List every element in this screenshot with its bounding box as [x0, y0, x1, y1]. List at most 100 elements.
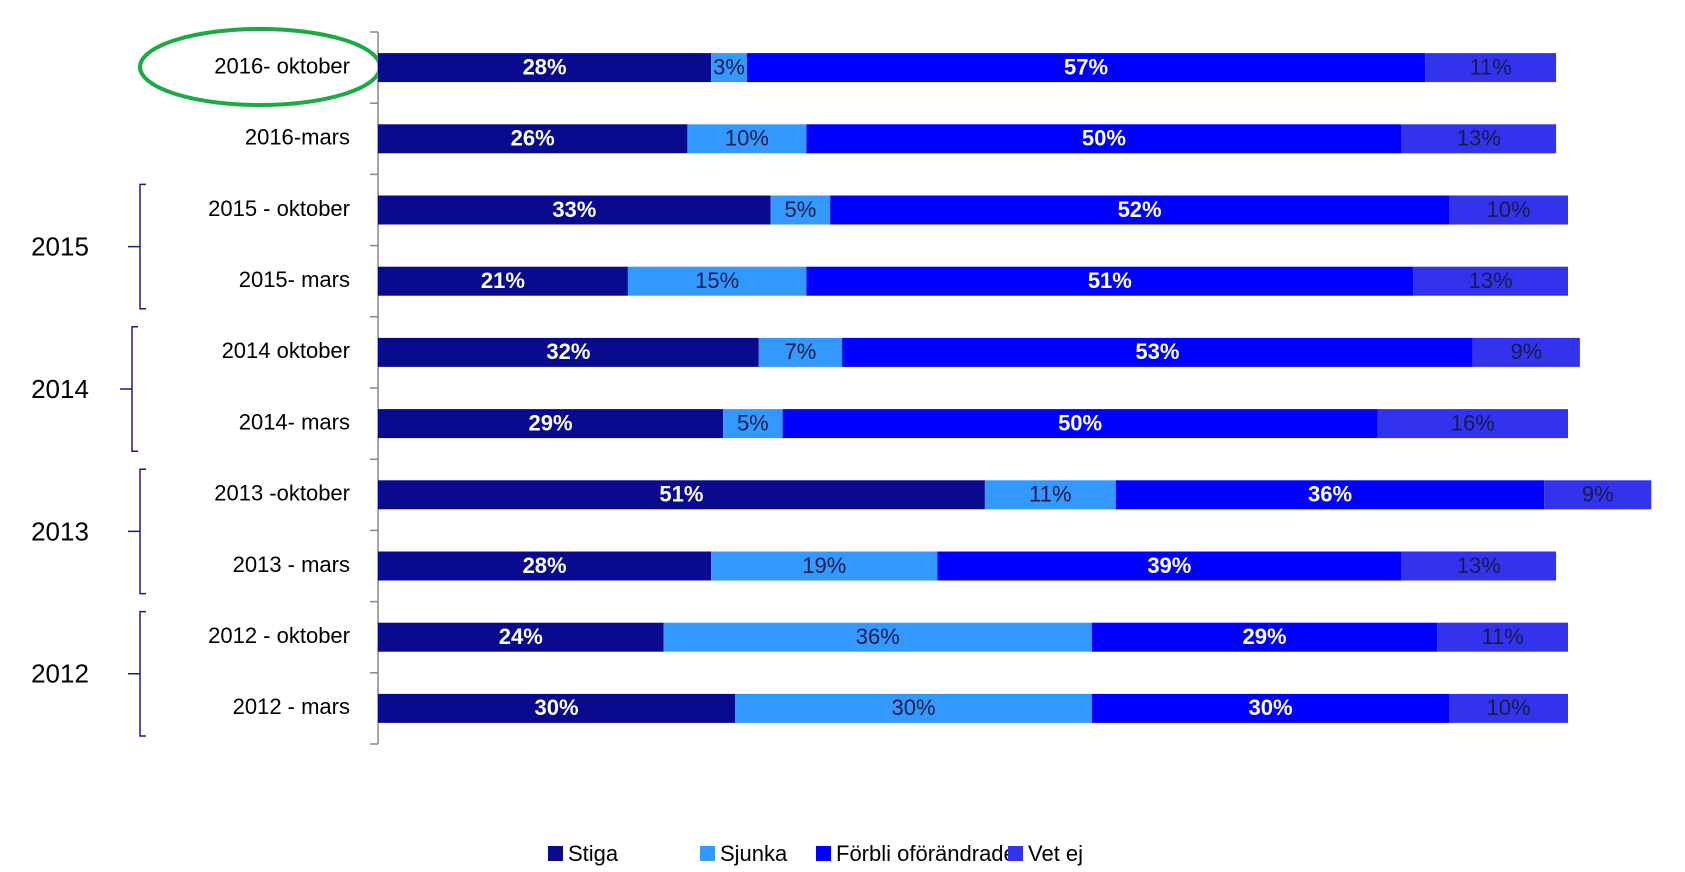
category-label: 2012 - mars — [233, 694, 350, 719]
bar-segment — [842, 337, 1473, 367]
category-label: 2012 - oktober — [208, 623, 350, 648]
category-label: 2015 - oktober — [208, 196, 350, 221]
value-label: 29% — [1243, 624, 1287, 649]
value-label: 13% — [1457, 553, 1501, 578]
value-label: 30% — [534, 695, 578, 720]
value-label: 10% — [1486, 197, 1530, 222]
value-label: 51% — [659, 482, 703, 507]
bar-segment — [378, 622, 664, 652]
group-bracket — [120, 326, 138, 452]
bar-segment — [687, 124, 807, 154]
bar-segment — [663, 622, 1092, 652]
legend-label: Vet ej — [1028, 841, 1083, 866]
value-label: 13% — [1457, 126, 1501, 151]
category-label: 2014 oktober — [222, 338, 350, 363]
bar-segment — [806, 124, 1402, 154]
legend-swatch — [816, 846, 831, 861]
value-label: 5% — [737, 410, 769, 435]
bar-segment — [1092, 622, 1438, 652]
category-label: 2013 -oktober — [214, 481, 350, 506]
bar-segment — [711, 551, 938, 581]
bar-segment — [735, 693, 1092, 723]
category-label: 2015- mars — [239, 267, 350, 292]
bar-segment — [1449, 693, 1568, 723]
legend-swatch — [548, 846, 563, 861]
group-label: 2013 — [31, 516, 89, 546]
value-label: 15% — [695, 268, 739, 293]
value-label: 9% — [1510, 339, 1542, 364]
bar-segment — [746, 53, 1426, 83]
bar-segment — [378, 53, 712, 83]
bar-segment — [723, 409, 783, 439]
group-label: 2012 — [31, 659, 89, 689]
value-label: 7% — [785, 339, 817, 364]
value-label: 16% — [1451, 410, 1495, 435]
value-label: 11% — [1481, 624, 1523, 649]
legend-swatch — [1008, 846, 1023, 861]
bar-segment — [1425, 53, 1557, 83]
bar-segment — [378, 195, 771, 225]
bar-segment — [1092, 693, 1449, 723]
bar-segment — [1449, 195, 1568, 225]
value-label: 28% — [523, 553, 567, 578]
value-label: 50% — [1082, 126, 1126, 151]
category-label: 2016- oktober — [214, 53, 350, 78]
bar-segment — [1401, 551, 1557, 581]
bar-segment — [378, 480, 985, 510]
category-label: 2016-mars — [245, 125, 350, 150]
value-label: 21% — [481, 268, 525, 293]
value-label: 50% — [1058, 410, 1102, 435]
value-label: 26% — [511, 126, 555, 151]
bar-segment — [1401, 124, 1557, 154]
legend-label: Stiga — [568, 841, 619, 866]
value-label: 30% — [1248, 695, 1292, 720]
bar-segment — [378, 266, 628, 296]
bar-segment — [770, 195, 831, 225]
value-label: 30% — [891, 695, 935, 720]
value-label: 9% — [1582, 482, 1614, 507]
bar-segment — [1437, 622, 1568, 652]
bar-segment — [758, 337, 843, 367]
bar-segment — [378, 551, 712, 581]
bar-segment — [806, 266, 1414, 296]
value-label: 53% — [1135, 339, 1179, 364]
value-label: 10% — [1486, 695, 1530, 720]
legend-swatch — [700, 846, 715, 861]
bar-segment — [378, 337, 759, 367]
value-label: 51% — [1088, 268, 1132, 293]
legend-label: Förbli oförändrade — [836, 841, 1016, 866]
group-label: 2015 — [31, 231, 89, 261]
bar-segment — [378, 409, 724, 439]
legend-label: Sjunka — [720, 841, 788, 866]
bar-segment — [711, 53, 747, 83]
bar-segment — [937, 551, 1402, 581]
bar-segment — [1472, 337, 1580, 367]
value-label: 32% — [546, 339, 590, 364]
value-label: 10% — [725, 126, 769, 151]
bar-segment — [830, 195, 1449, 225]
bar-segment — [1413, 266, 1568, 296]
bar-segment — [378, 124, 688, 154]
value-label: 29% — [529, 410, 573, 435]
value-label: 36% — [1308, 482, 1352, 507]
group-bracket — [128, 468, 146, 595]
group-bracket — [128, 183, 146, 310]
value-label: 39% — [1147, 553, 1191, 578]
group-label: 2014 — [31, 374, 89, 404]
value-label: 11% — [1029, 482, 1071, 507]
group-bracket — [128, 610, 146, 737]
value-label: 28% — [523, 54, 567, 79]
value-label: 33% — [552, 197, 596, 222]
value-label: 3% — [713, 54, 745, 79]
value-label: 52% — [1118, 197, 1162, 222]
bar-segment — [1544, 480, 1652, 510]
bar-segment — [984, 480, 1116, 510]
value-label: 36% — [856, 624, 900, 649]
category-label: 2013 - mars — [233, 552, 350, 577]
value-label: 11% — [1469, 54, 1511, 79]
value-label: 57% — [1064, 54, 1108, 79]
value-label: 5% — [785, 197, 817, 222]
value-label: 19% — [802, 553, 846, 578]
bar-segment — [627, 266, 807, 296]
